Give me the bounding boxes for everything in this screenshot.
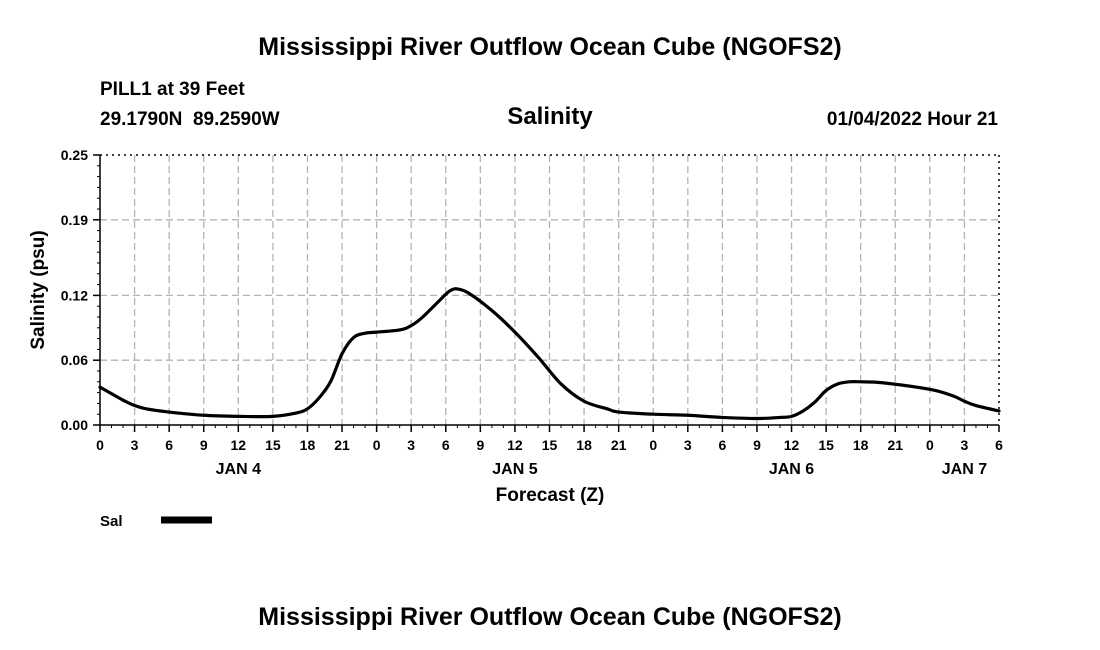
x-tick-label: 12 [784, 437, 800, 453]
y-tick-label: 0.19 [61, 212, 88, 228]
x-tick-label: 3 [961, 437, 969, 453]
x-tick-label: 12 [231, 437, 247, 453]
data-series [98, 287, 1001, 421]
y-tick-label: 0.06 [61, 352, 88, 368]
x-tick-label: 6 [995, 437, 1003, 453]
x-tick-label: 3 [684, 437, 692, 453]
x-tick-label: 6 [718, 437, 726, 453]
day-label: JAN 7 [942, 461, 987, 478]
x-tick-label: 6 [442, 437, 450, 453]
x-tick-label: 0 [649, 437, 657, 453]
x-tick-label: 9 [476, 437, 484, 453]
x-tick-label: 9 [753, 437, 761, 453]
x-tick-labels: 0 3 6 9 12 15 18 21 0 3 6 9 12 15 18 21 0 3 6 9 12 15 18 21 0 3 6 [96, 437, 1003, 453]
page-title: Mississippi River Outflow Ocean Cube (NG… [258, 33, 841, 61]
station-name-depth: PILL1 at 39 Feet [100, 79, 245, 100]
x-tick-label: 12 [507, 437, 523, 453]
grid-lines [100, 155, 999, 425]
x-tick-label: 9 [200, 437, 208, 453]
day-label: JAN 5 [492, 461, 537, 478]
x-tick-label: 0 [373, 437, 381, 453]
x-tick-label: 6 [165, 437, 173, 453]
x-tick-label: 0 [96, 437, 104, 453]
y-tick-label: 0.12 [61, 287, 88, 303]
x-tick-label: 3 [407, 437, 415, 453]
x-tick-label: 18 [853, 437, 869, 453]
day-label: JAN 6 [769, 461, 814, 478]
x-axis-label: Forecast (Z) [496, 485, 605, 506]
x-tick-label: 18 [576, 437, 592, 453]
x-tick-label: 18 [300, 437, 316, 453]
day-label: JAN 4 [216, 461, 261, 478]
x-tick-label: 21 [887, 437, 903, 453]
x-tick-label: 3 [131, 437, 139, 453]
x-tick-label: 21 [611, 437, 627, 453]
x-tick-label: 15 [542, 437, 558, 453]
plot-axes [93, 154, 1000, 432]
y-tick-labels: 0.00 0.06 0.12 0.19 0.25 [61, 147, 88, 433]
y-tick-label: 0.25 [61, 147, 88, 163]
y-tick-label: 0.00 [61, 417, 88, 433]
station-coordinates: 29.1790N 89.2590W [100, 109, 280, 130]
series-line-sal [98, 287, 1001, 421]
x-tick-label: 15 [818, 437, 834, 453]
y-axis-label: Salinity (psu) [28, 230, 49, 349]
legend-label: Sal [100, 513, 123, 530]
x-tick-label: 21 [334, 437, 350, 453]
x-tick-label: 15 [265, 437, 281, 453]
legend: Sal [100, 513, 212, 530]
chart-title: Salinity [507, 103, 593, 130]
footer-title: Mississippi River Outflow Ocean Cube (NG… [258, 603, 841, 631]
forecast-timestamp: 01/04/2022 Hour 21 [827, 109, 999, 130]
day-labels: JAN 4 JAN 5 JAN 6 JAN 7 [216, 461, 988, 478]
x-tick-label: 0 [926, 437, 934, 453]
